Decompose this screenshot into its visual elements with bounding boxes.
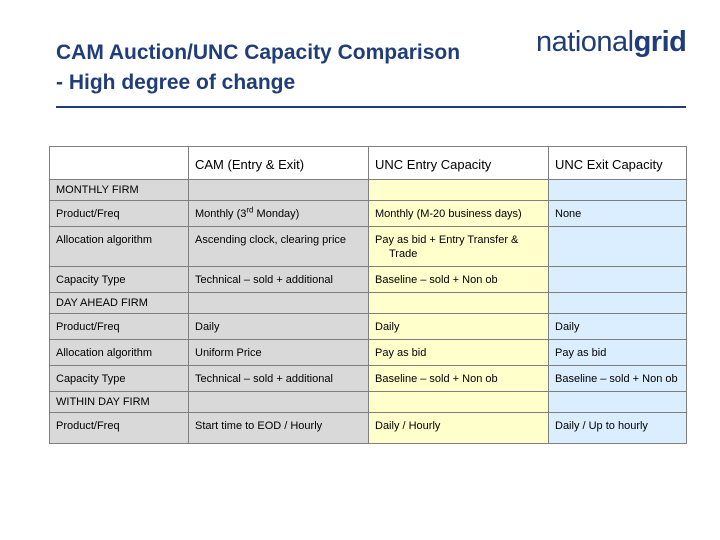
unc-exit-cell: Daily	[548, 313, 687, 340]
logo-text-national: national	[536, 26, 634, 58]
section-label: WITHIN DAY FIRM	[49, 391, 189, 413]
table-row: Product/Freq Monthly (3rd Monday) Monthl…	[49, 200, 687, 227]
section-row-within-day-firm: WITHIN DAY FIRM	[49, 391, 687, 413]
unc-entry-cell: Pay as bid	[368, 339, 549, 366]
unc-exit-cell: Pay as bid	[548, 339, 687, 366]
section-label: MONTHLY FIRM	[49, 179, 189, 201]
cam-cell: Start time to EOD / Hourly	[188, 412, 369, 444]
slide-title: CAM Auction/UNC Capacity Comparison - Hi…	[56, 38, 460, 98]
cam-cell: Uniform Price	[188, 339, 369, 366]
cam-cell: Monthly (3rd Monday)	[188, 200, 369, 227]
title-line-1: CAM Auction/UNC Capacity Comparison	[56, 41, 461, 64]
unc-entry-cell: Daily / Hourly	[368, 412, 549, 444]
table-row: Allocation algorithm Uniform Price Pay a…	[49, 339, 687, 366]
row-label: Capacity Type	[49, 266, 189, 293]
section-row-day-ahead-firm: DAY AHEAD FIRM	[49, 292, 687, 314]
unc-entry-cell: Daily	[368, 313, 549, 340]
cam-cell: Technical – sold + additional	[188, 266, 369, 293]
cam-cell: Technical – sold + additional	[188, 365, 369, 392]
table-row: Capacity Type Technical – sold + additio…	[49, 365, 687, 392]
section-entry-cell	[368, 179, 549, 201]
section-entry-cell	[368, 292, 549, 314]
unc-entry-cell: Monthly (M-20 business days)	[368, 200, 549, 227]
section-exit-cell	[548, 179, 687, 201]
cam-text-end: Monday)	[253, 208, 300, 220]
row-label: Product/Freq	[49, 412, 189, 444]
unc-exit-cell	[548, 266, 687, 293]
national-grid-logo: nationalgrid	[536, 24, 687, 60]
section-label: DAY AHEAD FIRM	[49, 292, 189, 314]
row-label: Allocation algorithm	[49, 339, 189, 366]
title-line-2: - High degree of change	[56, 71, 296, 94]
unc-exit-cell: Daily / Up to hourly	[548, 412, 687, 444]
header-cell-empty	[49, 146, 189, 180]
unc-exit-cell	[548, 226, 687, 267]
table-row: Product/Freq Start time to EOD / Hourly …	[49, 412, 687, 444]
unc-entry-cell: Baseline – sold + Non ob	[368, 365, 549, 392]
cam-cell: Daily	[188, 313, 369, 340]
row-label: Capacity Type	[49, 365, 189, 392]
header-cam: CAM (Entry & Exit)	[188, 146, 369, 180]
cam-text: Monthly (3	[195, 208, 247, 220]
section-exit-cell	[548, 391, 687, 413]
logo-text-grid: grid	[633, 26, 687, 58]
section-cam-cell	[188, 391, 369, 413]
row-label: Allocation algorithm	[49, 226, 189, 267]
header-unc-exit: UNC Exit Capacity	[548, 146, 687, 180]
row-label: Product/Freq	[49, 313, 189, 340]
unc-entry-cell: Baseline – sold + Non ob	[368, 266, 549, 293]
table-row: Capacity Type Technical – sold + additio…	[49, 266, 687, 293]
ordinal-suffix: rd	[246, 205, 254, 215]
header-unc-entry: UNC Entry Capacity	[368, 146, 549, 180]
unc-exit-cell: None	[548, 200, 687, 227]
unc-exit-cell: Baseline – sold + Non ob	[548, 365, 687, 392]
row-label: Product/Freq	[49, 200, 189, 227]
table-row: Product/Freq Daily Daily Daily	[49, 313, 687, 340]
section-row-monthly-firm: MONTHLY FIRM	[49, 179, 687, 201]
section-cam-cell	[188, 179, 369, 201]
section-entry-cell	[368, 391, 549, 413]
cam-cell: Ascending clock, clearing price	[188, 226, 369, 267]
unc-entry-cell: Pay as bid + Entry Transfer & Trade	[368, 226, 549, 267]
table-header-row: CAM (Entry & Exit) UNC Entry Capacity UN…	[49, 146, 687, 180]
section-cam-cell	[188, 292, 369, 314]
comparison-table: CAM (Entry & Exit) UNC Entry Capacity UN…	[49, 146, 687, 444]
table-row: Allocation algorithm Ascending clock, cl…	[49, 226, 687, 267]
section-exit-cell	[548, 292, 687, 314]
title-divider	[56, 106, 686, 108]
